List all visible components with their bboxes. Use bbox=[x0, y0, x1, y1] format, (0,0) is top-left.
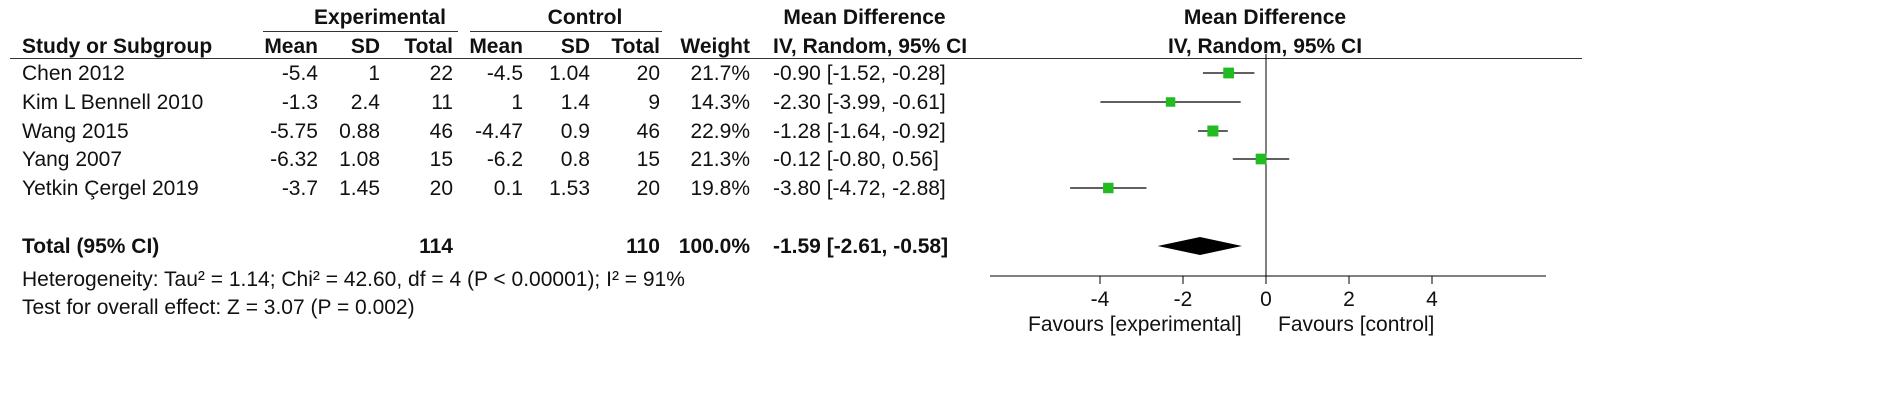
ctl-total: 15 bbox=[636, 148, 660, 171]
ctl-sd-header: SD bbox=[560, 35, 590, 58]
exp-mean: -5.4 bbox=[281, 62, 318, 85]
overall-effect-text: Test for overall effect: Z = 3.07 (P = 0… bbox=[22, 296, 415, 319]
total-exp-total: 114 bbox=[419, 235, 453, 258]
total-ci-text: -1.59 [-2.61, -0.58] bbox=[773, 235, 949, 258]
exp-sd: 1.08 bbox=[339, 148, 380, 171]
ctl-mean: -6.2 bbox=[486, 148, 523, 171]
exp-mean-header: Mean bbox=[264, 35, 318, 58]
ctl-sd: 1.04 bbox=[549, 62, 590, 85]
study-column-header: Study or Subgroup bbox=[22, 35, 213, 58]
x-tick-label: -2 bbox=[1174, 288, 1193, 311]
study-weight: 19.8% bbox=[690, 177, 750, 200]
study-marker bbox=[1165, 97, 1176, 107]
study-marker bbox=[1255, 153, 1267, 165]
exp-total: 15 bbox=[429, 148, 453, 171]
ctl-mean-header: Mean bbox=[469, 35, 523, 58]
study-marker bbox=[1207, 125, 1219, 137]
exp-sd: 1 bbox=[368, 62, 380, 85]
x-tick-label: -4 bbox=[1091, 288, 1110, 311]
exp-total: 11 bbox=[431, 91, 453, 114]
study-ci-text: -3.80 [-4.72, -2.88] bbox=[773, 177, 946, 200]
mean-difference-header: Mean Difference bbox=[783, 6, 946, 29]
exp-mean: -3.7 bbox=[281, 177, 318, 200]
favours-experimental-label: Favours [experimental] bbox=[1028, 313, 1242, 336]
x-tick-label: 0 bbox=[1260, 288, 1272, 311]
experimental-header-rule bbox=[263, 31, 458, 32]
ctl-sd: 0.8 bbox=[560, 148, 590, 171]
ctl-mean: 1 bbox=[511, 91, 523, 114]
study-ci-text: -0.90 [-1.52, -0.28] bbox=[773, 62, 946, 85]
study-name: Wang 2015 bbox=[22, 120, 129, 143]
header-bottom-rule bbox=[10, 58, 1582, 59]
x-tick-label: 4 bbox=[1426, 288, 1438, 311]
study-ci-text: -0.12 [-0.80, 0.56] bbox=[773, 148, 939, 171]
heterogeneity-text: Heterogeneity: Tau² = 1.14; Chi² = 42.60… bbox=[22, 268, 685, 291]
study-name: Yetkin Çergel 2019 bbox=[22, 177, 199, 200]
study-ci-text: -2.30 [-3.99, -0.61] bbox=[773, 91, 946, 114]
control-group-header: Control bbox=[547, 6, 623, 29]
plot-subtitle: IV, Random, 95% CI bbox=[1167, 35, 1363, 58]
ctl-mean: 0.1 bbox=[493, 177, 523, 200]
study-weight: 14.3% bbox=[690, 91, 750, 114]
ctl-mean: -4.5 bbox=[486, 62, 523, 85]
ctl-total: 20 bbox=[636, 177, 660, 200]
exp-mean: -6.32 bbox=[270, 148, 318, 171]
total-weight: 100.0% bbox=[678, 235, 750, 258]
study-marker bbox=[1223, 67, 1235, 79]
exp-total: 46 bbox=[429, 120, 453, 143]
study-weight: 21.7% bbox=[690, 62, 750, 85]
exp-total-header: Total bbox=[404, 35, 453, 58]
total-label: Total (95% CI) bbox=[22, 235, 160, 258]
exp-total: 20 bbox=[429, 177, 453, 200]
study-marker bbox=[1103, 182, 1114, 194]
exp-mean: -5.75 bbox=[270, 120, 318, 143]
exp-mean: -1.3 bbox=[281, 91, 318, 114]
plot-title: Mean Difference bbox=[1183, 6, 1347, 29]
exp-sd: 1.45 bbox=[339, 177, 380, 200]
ctl-sd: 1.4 bbox=[560, 91, 590, 114]
x-tick-label: 2 bbox=[1343, 288, 1355, 311]
exp-sd-header: SD bbox=[350, 35, 380, 58]
exp-sd: 0.88 bbox=[339, 120, 380, 143]
exp-total: 22 bbox=[429, 62, 453, 85]
ctl-sd: 0.9 bbox=[560, 120, 590, 143]
weight-header: Weight bbox=[680, 35, 750, 58]
ctl-total: 20 bbox=[636, 62, 660, 85]
study-ci-text: -1.28 [-1.64, -0.92] bbox=[773, 120, 946, 143]
experimental-group-header: Experimental bbox=[314, 6, 446, 29]
study-weight: 22.9% bbox=[690, 120, 750, 143]
study-weight: 21.3% bbox=[690, 148, 750, 171]
exp-sd: 2.4 bbox=[350, 91, 380, 114]
study-name: Kim L Bennell 2010 bbox=[22, 91, 204, 114]
favours-control-label: Favours [control] bbox=[1278, 313, 1435, 336]
ctl-sd: 1.53 bbox=[549, 177, 590, 200]
method-header: IV, Random, 95% CI bbox=[773, 35, 968, 58]
pooled-diamond bbox=[1157, 237, 1242, 255]
control-header-rule bbox=[470, 31, 662, 32]
ctl-total: 9 bbox=[648, 91, 660, 114]
study-name: Chen 2012 bbox=[22, 62, 125, 85]
ctl-total: 46 bbox=[636, 120, 660, 143]
total-ctl-total: 110 bbox=[626, 235, 660, 258]
study-name: Yang 2007 bbox=[22, 148, 123, 171]
ctl-total-header: Total bbox=[611, 35, 660, 58]
ctl-mean: -4.47 bbox=[475, 120, 523, 143]
